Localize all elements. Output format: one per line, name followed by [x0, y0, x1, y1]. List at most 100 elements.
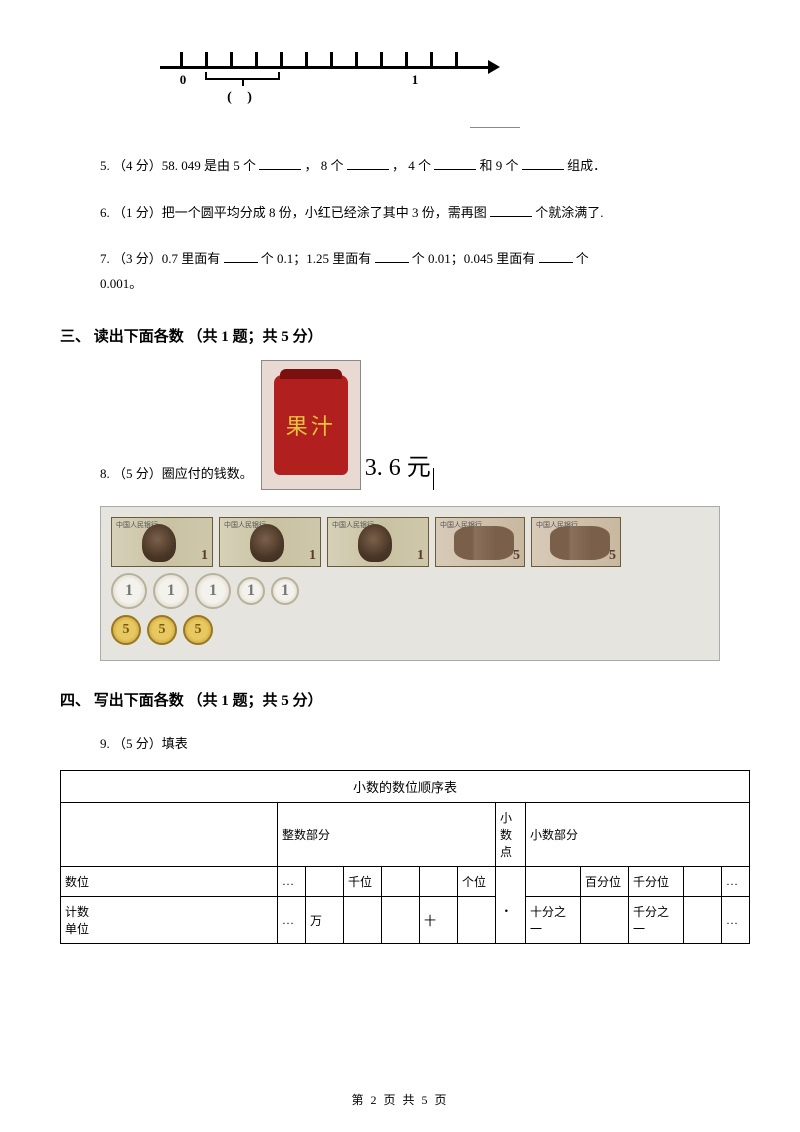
coin-1-yuan: 1 — [111, 573, 147, 609]
table-cell — [420, 867, 458, 897]
q7-text-d: 个 — [576, 251, 589, 266]
q6-text-a: 6. （1 分）把一个圆平均分成 8 份，小红已经涂了其中 3 份，需再图 — [100, 205, 487, 220]
q6-text-b: 个就涂满了. — [535, 205, 603, 220]
q7-blank-1 — [224, 250, 258, 263]
table-cell — [526, 867, 581, 897]
table-header-point: 小数点 — [496, 803, 526, 867]
table-header-decimal: 小数部分 — [526, 803, 750, 867]
section-4-heading: 四、 写出下面各数 （共 1 题；共 5 分） — [60, 689, 740, 710]
q5-text-d: 和 9 个 — [480, 158, 519, 173]
banknote-1-yuan: 中国人民银行1 — [111, 517, 213, 567]
q7-line2: 0.001。 — [100, 276, 142, 291]
banknote-5-jiao: 中国人民银行5 — [531, 517, 621, 567]
coin-5-jiao: 5 — [111, 615, 141, 645]
table-cell — [306, 867, 344, 897]
number-line-tick — [405, 52, 408, 69]
row-label-unit: 计数 单位 — [61, 897, 278, 944]
q7-text-a: 7. （3 分）0.7 里面有 — [100, 251, 220, 266]
q9-text: 9. （5 分）填表 — [100, 736, 188, 751]
number-line-tick — [305, 52, 308, 69]
coin-1-jiao: 1 — [271, 577, 299, 605]
table-header-integer: 整数部分 — [278, 803, 496, 867]
q7-blank-3 — [539, 250, 573, 263]
page-footer: 第 2 页 共 5 页 — [0, 1091, 800, 1108]
number-line-axis — [160, 66, 490, 69]
section-3-heading: 三、 读出下面各数 （共 1 题；共 5 分） — [60, 325, 740, 346]
q5-blank-4 — [522, 157, 564, 170]
number-line-tick — [280, 52, 283, 69]
coin-1-yuan: 1 — [195, 573, 231, 609]
question-6: 6. （1 分）把一个圆平均分成 8 份，小红已经涂了其中 3 份，需再图 个就… — [100, 201, 730, 226]
table-cell — [581, 897, 629, 944]
number-line-tick — [330, 52, 333, 69]
q6-blank — [490, 204, 532, 217]
table-cell-dot: ． — [496, 867, 526, 944]
number-line-tick — [455, 52, 458, 69]
table-cell-shi: 十 — [420, 897, 458, 944]
q5-blank-1 — [259, 157, 301, 170]
q5-text-e: 组成． — [567, 158, 606, 173]
number-line-label-one: 1 — [412, 72, 419, 88]
number-line-tick — [355, 52, 358, 69]
table-cell-dots: … — [722, 897, 750, 944]
number-line-tick — [380, 52, 383, 69]
q7-text-c: 个 0.01；0.045 里面有 — [412, 251, 536, 266]
row-label-digit: 数位 — [61, 867, 278, 897]
question-7: 7. （3 分）0.7 里面有 个 0.1；1.25 里面有 个 0.01；0.… — [100, 247, 730, 296]
number-line-label-zero: 0 — [180, 72, 187, 88]
juice-can-image: 果汁 — [261, 360, 361, 490]
table-cell — [684, 897, 722, 944]
table-cell-dots: … — [278, 897, 306, 944]
number-line-tick — [180, 52, 183, 69]
table-cell-qianfen: 千分位 — [629, 867, 684, 897]
number-line-figure: 0 1 ( ) — [160, 46, 520, 132]
number-line-tick — [230, 52, 233, 69]
q5-text-c: ， 4 个 — [392, 158, 431, 173]
coin-5-jiao: 5 — [183, 615, 213, 645]
table-cell — [382, 867, 420, 897]
juice-can-body: 果汁 — [274, 375, 348, 475]
table-cell — [458, 897, 496, 944]
table-cell — [382, 897, 420, 944]
table-cell-dots: … — [278, 867, 306, 897]
table-cell — [61, 803, 278, 867]
table-cell-qianfen-u: 千分之一 — [629, 897, 684, 944]
arrow-right-icon — [488, 60, 500, 74]
table-cell-baifen: 百分位 — [581, 867, 629, 897]
q7-blank-2 — [375, 250, 409, 263]
coin-1-jiao: 1 — [237, 577, 265, 605]
number-line-tick — [430, 52, 433, 69]
juice-price: 3. 6 元 — [365, 447, 431, 482]
juice-can-label: 果汁 — [286, 409, 336, 441]
table-cell — [344, 897, 382, 944]
text-cursor-icon — [433, 468, 434, 490]
number-line-brace — [205, 72, 280, 88]
number-line-tick — [205, 52, 208, 69]
coin-5-jiao: 5 — [147, 615, 177, 645]
banknote-1-yuan: 中国人民银行1 — [327, 517, 429, 567]
table-cell-wan: 万 — [306, 897, 344, 944]
answer-line — [470, 127, 520, 128]
table-title: 小数的数位顺序表 — [61, 771, 750, 803]
table-cell-ge: 个位 — [458, 867, 496, 897]
question-8: 8. （5 分）圈应付的钱数。 果汁 3. 6 元 — [100, 360, 730, 490]
table-cell — [684, 867, 722, 897]
question-5: 5. （4 分）58. 049 是由 5 个 ， 8 个 ， 4 个 和 9 个… — [100, 154, 730, 179]
banknote-5-jiao: 中国人民银行5 — [435, 517, 525, 567]
q5-text-b: ， 8 个 — [305, 158, 344, 173]
q7-text-b: 个 0.1；1.25 里面有 — [261, 251, 372, 266]
table-cell-dots: … — [722, 867, 750, 897]
number-line-tick — [255, 52, 258, 69]
q5-text-a: 5. （4 分）58. 049 是由 5 个 — [100, 158, 256, 173]
place-value-table: 小数的数位顺序表 整数部分 小数点 小数部分 数位 … 千位 个位 ． 百分位 … — [60, 770, 750, 944]
table-cell-shifen: 十分之一 — [526, 897, 581, 944]
q8-text: 8. （5 分）圈应付的钱数。 — [100, 463, 253, 482]
question-9: 9. （5 分）填表 — [100, 732, 730, 757]
coin-1-yuan: 1 — [153, 573, 189, 609]
q5-blank-2 — [347, 157, 389, 170]
banknote-1-yuan: 中国人民银行1 — [219, 517, 321, 567]
number-line-blank-paren: ( ) — [227, 90, 258, 106]
table-cell-qian: 千位 — [344, 867, 382, 897]
money-photo: 中国人民银行1中国人民银行1中国人民银行1中国人民银行5中国人民银行5 1111… — [100, 506, 720, 661]
q5-blank-3 — [434, 157, 476, 170]
